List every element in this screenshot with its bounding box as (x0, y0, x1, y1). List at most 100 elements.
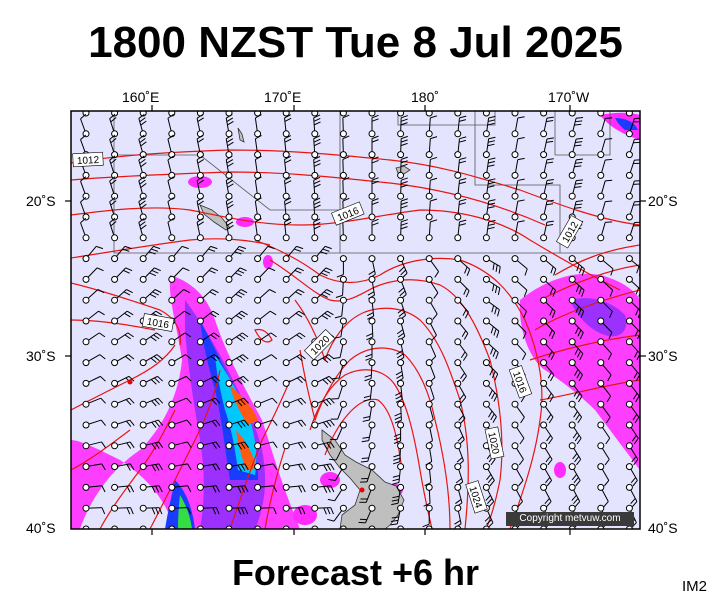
lat-label-30s-right: 30˚S (648, 348, 678, 364)
wind-barb (282, 245, 304, 263)
wind-barb (425, 317, 437, 341)
wind-barb (540, 359, 555, 382)
wind-barb (334, 296, 347, 319)
wind-barb (225, 441, 249, 450)
wind-barb (597, 138, 613, 159)
wind-barb (139, 332, 163, 346)
wind-barb (360, 463, 376, 483)
wind-barb (282, 375, 307, 387)
lon-label-170e: 170˚E (264, 89, 302, 105)
wind-barb (139, 441, 164, 450)
wind-barb (362, 400, 376, 422)
wind-barb (109, 176, 119, 200)
wind-barb (254, 397, 278, 408)
wind-barb (196, 197, 204, 221)
wind-barb (111, 419, 135, 429)
wind-barb (196, 419, 221, 429)
wind-barb (311, 111, 319, 117)
wind-barb (397, 255, 408, 279)
wind-barb (454, 338, 468, 361)
wind-barb (331, 379, 347, 400)
wind-barb (397, 219, 408, 242)
wind-barb (482, 178, 496, 200)
wind-barb (368, 218, 379, 242)
wind-barb (311, 463, 335, 472)
wind-barb (597, 158, 613, 179)
wind-barb (329, 442, 347, 461)
wind-barb (454, 379, 467, 403)
map-title: 1800 NZST Tue 8 Jul 2025 (88, 18, 623, 67)
wind-barb (540, 317, 556, 340)
wind-barb (80, 197, 90, 221)
wind-barb (425, 400, 434, 425)
isobar-label-1: 1012 (77, 155, 100, 167)
wind-barb (397, 177, 408, 200)
lat-label-30s-left: 30˚S (26, 348, 56, 364)
wind-barb (80, 217, 90, 242)
wind-barb (597, 200, 613, 221)
wind-barb (254, 176, 262, 200)
wind-barb (335, 275, 347, 298)
wind-barb (568, 379, 583, 403)
wind-barb (196, 111, 204, 117)
wind-barb (311, 397, 335, 408)
wind-barb (139, 354, 163, 367)
wind-barb (254, 441, 278, 450)
wind-barb (254, 483, 278, 493)
wind-barb (482, 296, 500, 317)
wind-barb (339, 177, 350, 200)
wind-barb (196, 441, 221, 450)
wind-barb (196, 483, 220, 493)
wind-barb (225, 504, 249, 515)
wind-barb (311, 197, 321, 221)
wind-barb (368, 111, 376, 117)
wind-barb (397, 115, 408, 138)
wind-barb (482, 111, 490, 117)
wind-barb (168, 397, 192, 408)
wind-barb (366, 317, 376, 341)
wind-barb (225, 218, 234, 242)
wind-barb (282, 441, 307, 450)
wind-barb (540, 158, 554, 179)
wind-barb (625, 159, 640, 179)
wind-barb (364, 359, 376, 382)
wind-barb (511, 296, 527, 318)
wind-barb (361, 421, 376, 443)
wind-barb (368, 177, 379, 200)
wind-barb (111, 267, 133, 283)
wind-barb (254, 134, 262, 159)
vanuatu (237, 127, 245, 143)
wind-barb (282, 135, 292, 159)
wind-barb (625, 483, 638, 508)
wind-barb (282, 197, 292, 221)
wind-barb (333, 317, 347, 339)
wind-barb (568, 483, 581, 508)
wind-barb (196, 267, 219, 283)
wind-barb (568, 421, 582, 445)
wind-barb (111, 504, 134, 515)
wind-barb (111, 111, 119, 117)
wind-barb (454, 136, 467, 159)
isobar-label-4: 1016 (146, 317, 170, 332)
wind-barb (568, 463, 581, 487)
wind-barb (111, 289, 133, 304)
wind-barb (254, 245, 275, 263)
wind-barb (109, 197, 119, 221)
wind-barb (225, 176, 234, 200)
wind-barb (311, 218, 321, 242)
wind-barb (80, 176, 90, 200)
wind-barb (482, 219, 496, 242)
wind-barb (397, 198, 408, 221)
wind-barb (511, 317, 527, 340)
wind-barb (138, 113, 147, 138)
wind-barb (540, 379, 554, 403)
isobar-label-7: 1020 (485, 431, 500, 455)
wind-barb (254, 332, 277, 346)
wind-barb (254, 289, 276, 304)
wind-barb (454, 483, 463, 508)
wind-barb (168, 111, 176, 117)
wind-barb (511, 137, 525, 159)
wind-barb (282, 176, 292, 200)
wind-barb (82, 267, 104, 283)
wind-barb (196, 289, 219, 304)
